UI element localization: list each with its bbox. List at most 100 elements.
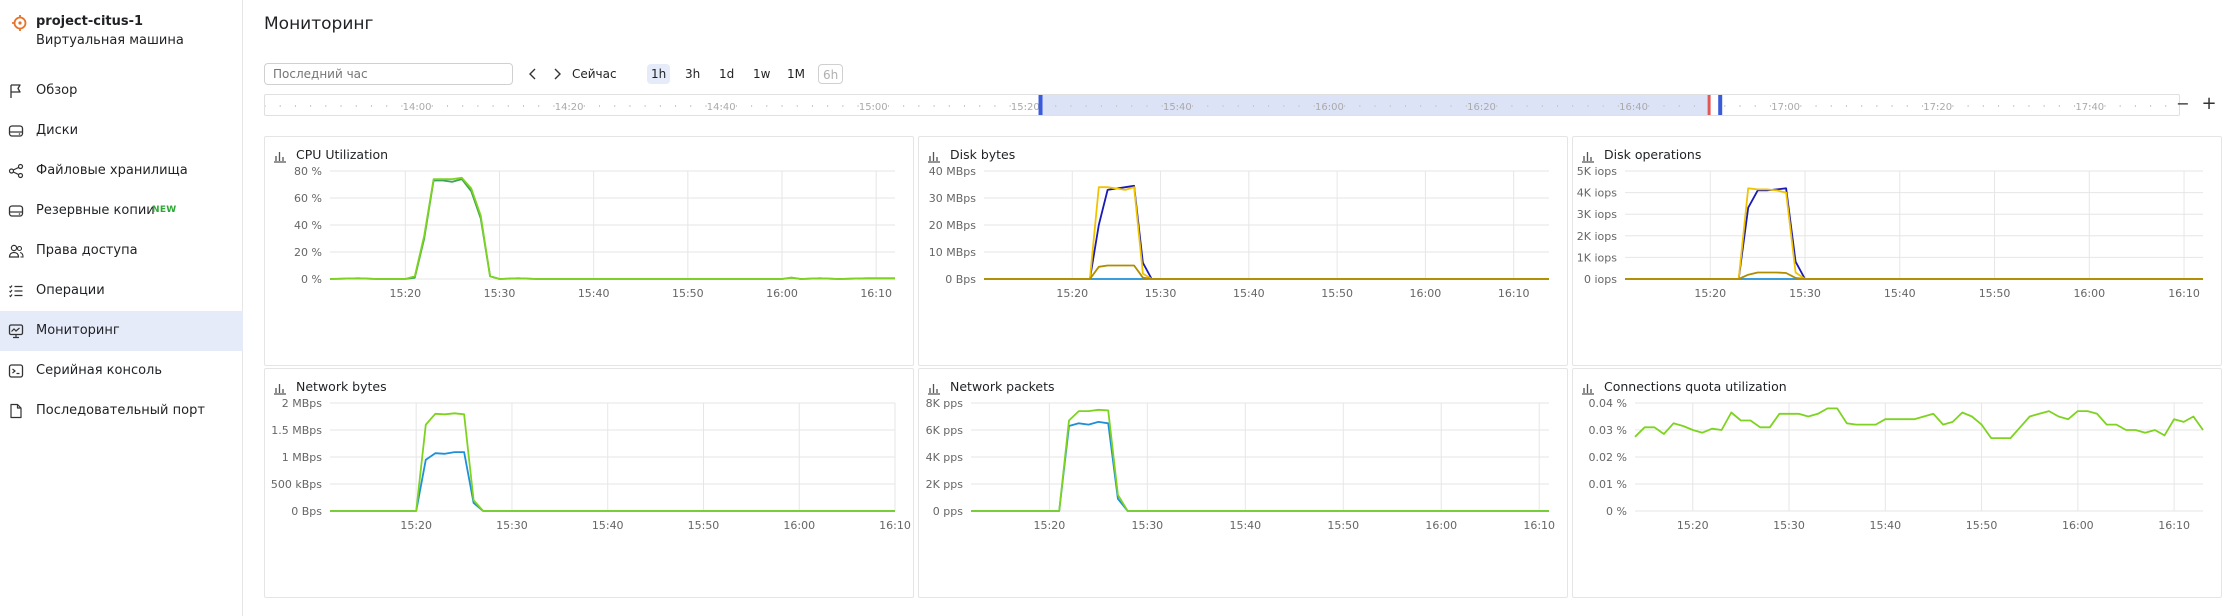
x-tick-label: 15:30 (1773, 519, 1805, 532)
x-tick-label: 16:00 (783, 519, 815, 532)
sidebar-item-backups[interactable]: Резервные копии NEW (0, 191, 243, 231)
x-tick-label: 15:20 (400, 519, 432, 532)
series-line-2 (1625, 187, 2203, 280)
vm-logo-icon (12, 15, 27, 31)
series-line-1 (329, 176, 895, 280)
x-tick-label: 15:20 (1056, 287, 1088, 300)
y-tick-label: 4K pps (926, 451, 964, 464)
timeline-label: 14:20 (555, 102, 584, 113)
y-tick-label: 0.03 % (1589, 424, 1627, 437)
terminal-icon (8, 364, 24, 378)
y-tick-label: 20 % (294, 246, 322, 259)
y-tick-label: 5K iops (1577, 165, 1617, 178)
x-tick-label: 15:20 (1677, 519, 1709, 532)
period-1h-button[interactable]: 1h (647, 64, 671, 84)
x-tick-label: 15:40 (1884, 287, 1916, 300)
x-tick-label: 16:00 (1425, 519, 1457, 532)
x-tick-label: 15:30 (1131, 519, 1163, 532)
page-title: Мониторинг (264, 14, 374, 34)
new-badge: NEW (152, 205, 177, 215)
cpu-utilization-chart: 0 % 20 % 40 % 60 % 80 % 15:20 15:30 15:40 15:50 1… (294, 165, 895, 300)
time-range-input[interactable] (264, 63, 513, 85)
sidebar-item-label: Последовательный порт (36, 403, 205, 418)
panel-title: Network packets (950, 379, 1055, 394)
timeline-handle-left[interactable] (1038, 95, 1043, 116)
flag-icon (10, 84, 21, 98)
timeline-label: 14:40 (707, 102, 736, 113)
sidebar-item-file-storage[interactable]: Файловые хранилища (0, 151, 243, 191)
sidebar-item-access[interactable]: Права доступа (0, 231, 243, 271)
timeline-label: 16:20 (1467, 102, 1496, 113)
project-name[interactable]: project-citus-1 (36, 14, 144, 29)
x-tick-label: 15:40 (592, 519, 624, 532)
zoom-out-button[interactable]: − (2176, 94, 2190, 113)
disk-icon (8, 125, 24, 137)
sidebar-item-overview[interactable]: Обзор (0, 71, 243, 111)
nodes-icon (8, 163, 24, 179)
period-1d-button[interactable]: 1d (715, 64, 738, 84)
y-tick-label: 2K pps (926, 478, 964, 491)
y-tick-label: 0 Bps (945, 273, 976, 286)
bar-chart-icon (1582, 384, 1594, 395)
timeline-ruler[interactable]: 14:00 14:20 14:40 15:00 15:20 15:40 16:00 16:20… (264, 94, 2180, 116)
y-tick-label: 80 % (294, 165, 322, 178)
timeline-handle-right[interactable] (1718, 95, 1723, 116)
zoom-in-button[interactable]: + (2201, 93, 2217, 114)
x-tick-label: 16:00 (766, 287, 798, 300)
series-line-0 (330, 451, 895, 512)
x-tick-label: 16:10 (2158, 519, 2190, 532)
timeline-label: 15:20 (1011, 102, 1040, 113)
y-tick-label: 0 pps (933, 505, 963, 518)
x-tick-label: 16:10 (879, 519, 911, 532)
x-tick-label: 15:20 (389, 287, 421, 300)
panel-title: Disk bytes (950, 147, 1016, 162)
series-line-1 (330, 412, 895, 512)
y-tick-label: 2K iops (1577, 230, 1617, 243)
timeline-label: 17:20 (1923, 102, 1952, 113)
y-tick-label: 0 % (301, 273, 322, 286)
timeline-label: 15:40 (1163, 102, 1192, 113)
x-tick-label: 15:20 (1694, 287, 1726, 300)
panel-disk-bytes: 0 Bps 10 MBps 20 MBps 30 MBps 40 MBps 15:20 15… (918, 136, 1568, 366)
bar-chart-icon (928, 152, 940, 163)
now-button[interactable]: Сейчас (572, 64, 617, 84)
monitor-icon (8, 324, 24, 339)
sidebar-item-disks[interactable]: Диски (0, 111, 243, 151)
panel-disk-operations: 0 iops 1K iops 2K iops 3K iops 4K iops 5K iop… (1572, 136, 2222, 366)
x-tick-label: 15:40 (1229, 519, 1261, 532)
chevron-left-icon[interactable] (525, 66, 541, 82)
sidebar-item-serial-port[interactable]: Последовательный порт (0, 391, 243, 431)
timeline-label: 17:40 (2075, 102, 2104, 113)
y-tick-label: 1 MBps (282, 451, 323, 464)
y-tick-label: 0.04 % (1589, 397, 1627, 410)
sidebar-header: project-citus-1 Виртуальная машина (8, 12, 238, 52)
project-subtitle: Виртуальная машина (36, 33, 184, 48)
series-line-1 (984, 184, 1549, 280)
y-tick-label: 3K iops (1577, 208, 1617, 221)
backup-icon (8, 205, 24, 217)
y-tick-label: 500 kBps (271, 478, 322, 491)
sidebar-item-label: Резервные копии (36, 203, 155, 218)
period-1w-button[interactable]: 1w (749, 64, 774, 84)
sidebar-item-operations[interactable]: Операции (0, 271, 243, 311)
chevron-right-icon[interactable] (549, 66, 565, 82)
sidebar-item-serial-console[interactable]: Серийная консоль (0, 351, 243, 391)
period-1M-button[interactable]: 1M (783, 64, 809, 84)
network-bytes-chart: 0 Bps 500 kBps 1 MBps 1.5 MBps 2 MBps 15:20 15… (271, 397, 911, 532)
y-tick-label: 10 MBps (929, 246, 977, 259)
y-tick-label: 0.02 % (1589, 451, 1627, 464)
period-3h-button[interactable]: 3h (681, 64, 704, 84)
panel-title: Connections quota utilization (1604, 379, 1787, 394)
y-tick-label: 0 % (1606, 505, 1627, 518)
bar-chart-icon (274, 384, 286, 395)
y-tick-label: 40 MBps (929, 165, 977, 178)
y-tick-label: 0 Bps (291, 505, 322, 518)
timeline-label: 14:00 (403, 102, 432, 113)
series-line-1 (1625, 187, 2203, 280)
x-tick-label: 15:40 (1869, 519, 1901, 532)
sidebar-item-monitoring[interactable]: Мониторинг (0, 311, 243, 351)
x-tick-label: 15:50 (688, 519, 720, 532)
timeline-label: 15:00 (859, 102, 888, 113)
panel-title: CPU Utilization (296, 147, 389, 162)
disk-operations-chart: 0 iops 1K iops 2K iops 3K iops 4K iops 5K iop… (1577, 165, 2203, 300)
